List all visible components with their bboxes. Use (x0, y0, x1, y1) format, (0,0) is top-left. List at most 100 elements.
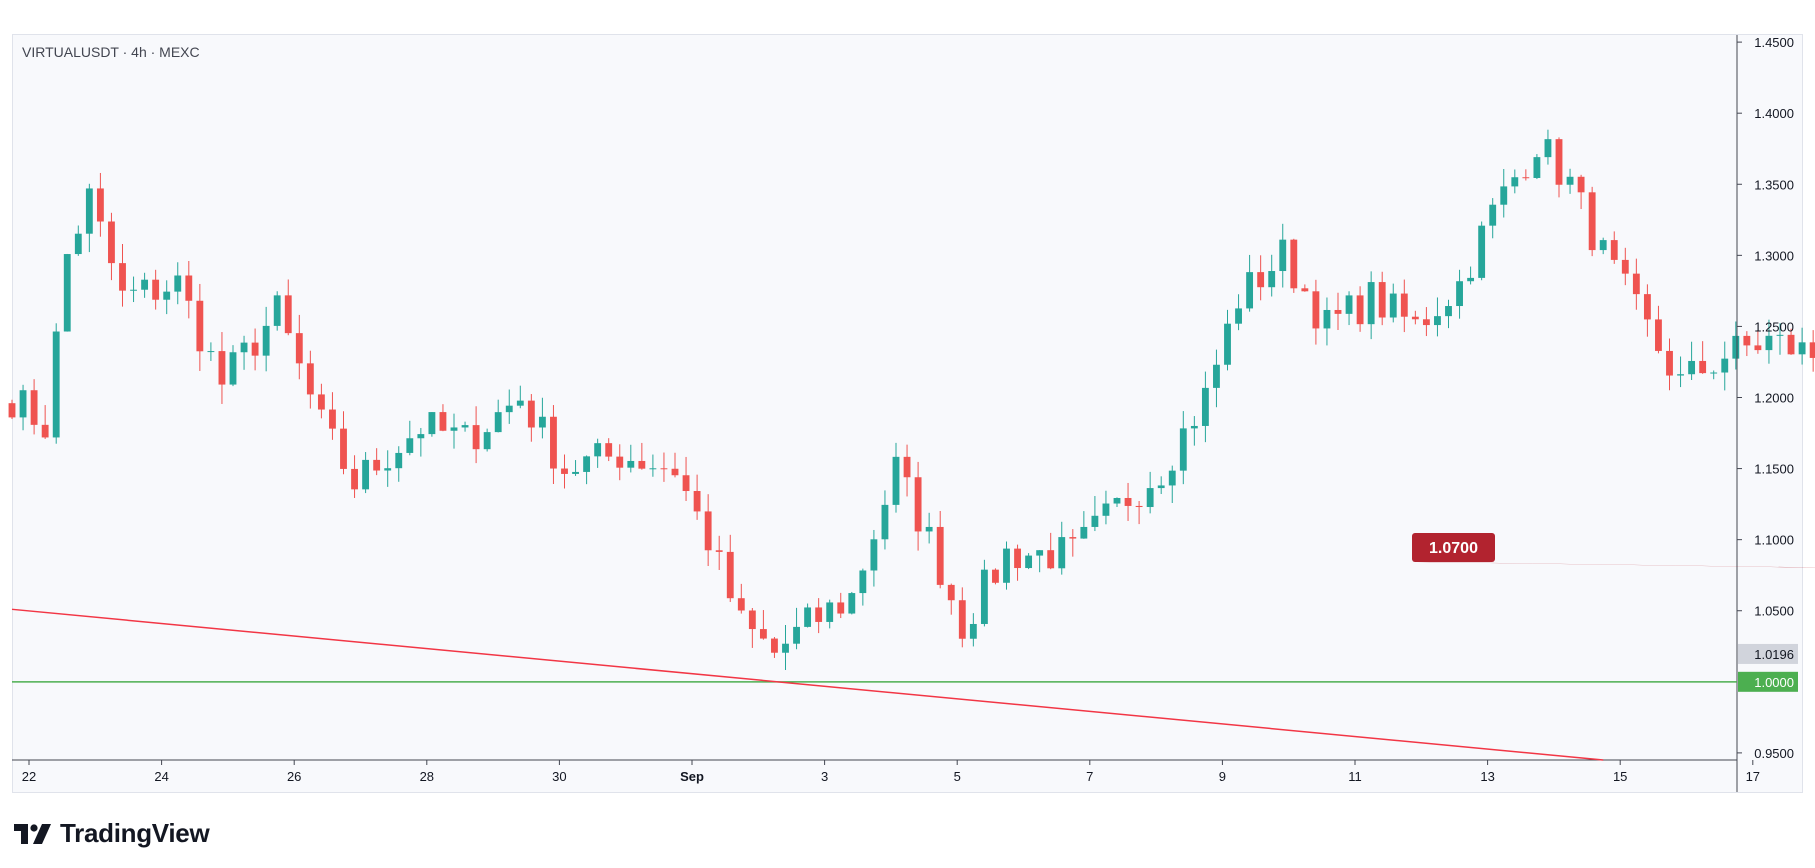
candle-body (450, 427, 458, 431)
price-tick-label: 1.1000 (1754, 533, 1794, 548)
candle-up (1467, 266, 1475, 285)
candle-body (52, 331, 60, 438)
candle-up (207, 342, 215, 361)
candle-up (141, 272, 149, 298)
candle-up (19, 384, 27, 431)
candle-body (1014, 548, 1021, 569)
candle-down (1422, 307, 1430, 337)
candle-body (1190, 425, 1198, 429)
candle-body (1312, 291, 1320, 329)
candle-body (704, 511, 712, 551)
candle-up (1721, 341, 1729, 391)
candle-down (992, 568, 999, 585)
candle-body (1422, 319, 1430, 326)
candle-up (1710, 370, 1718, 380)
candle-body (914, 477, 922, 532)
candle-up (229, 345, 237, 387)
candle-body (1047, 550, 1055, 569)
candle-body (340, 428, 347, 469)
candle-body (1224, 323, 1231, 365)
candle-up (1179, 411, 1187, 485)
candle-up (1113, 497, 1121, 507)
candle-body (196, 300, 204, 352)
candle-up (1036, 550, 1044, 573)
time-tick-label: Sep (680, 769, 704, 784)
candle-body (483, 432, 491, 450)
time-tick-label: 22 (22, 769, 36, 784)
candle-body (1798, 342, 1806, 355)
candle-body (63, 254, 71, 332)
candle-body (417, 434, 425, 439)
candle-body (826, 602, 834, 622)
price-axis[interactable]: 1.4500 1.4000 1.3500 1.3000 1.2500 1.2000 1.15… (1737, 35, 1794, 761)
candle-up (1091, 496, 1099, 532)
candle-body (682, 475, 690, 492)
candle-body (1411, 316, 1419, 320)
candle-body (693, 491, 701, 512)
symbol-header: VIRTUALUSDT · 4h · MEXC (22, 44, 200, 60)
candle-up (1345, 291, 1353, 326)
candle-up (1566, 168, 1574, 194)
candle-body (1632, 273, 1640, 295)
candle-down (1522, 169, 1530, 181)
candle-up (804, 603, 812, 628)
candle-up (583, 455, 591, 485)
candle-up (980, 559, 988, 627)
candle-body (737, 598, 745, 611)
candle-body (815, 607, 823, 622)
candle-up (1677, 356, 1684, 388)
candle-body (1743, 335, 1751, 346)
candle-body (527, 400, 535, 428)
candle-up (1688, 341, 1696, 381)
tradingview-logo[interactable]: TradingView (14, 818, 210, 849)
candle-body (439, 412, 447, 431)
candle-up (1533, 154, 1541, 180)
candle-body (627, 460, 635, 468)
candle-body (1776, 334, 1784, 336)
candle-up (969, 613, 977, 647)
candle-down (119, 243, 126, 307)
candle-body (1168, 470, 1176, 486)
candle-body (1478, 225, 1486, 278)
candle-body (1599, 240, 1607, 251)
candle-down (472, 406, 480, 464)
candle-body (1157, 485, 1165, 489)
candle-up (1456, 269, 1463, 319)
candle-up (1323, 297, 1331, 346)
time-tick-label: 13 (1480, 769, 1494, 784)
candle-up (74, 225, 82, 256)
support-price-label: 1.0000 (1754, 675, 1794, 690)
candle-up (483, 428, 491, 452)
candle-up (1157, 476, 1165, 495)
candle-down (936, 510, 944, 589)
candle-down (550, 405, 557, 484)
candle-up (516, 385, 524, 409)
candle-body (295, 333, 303, 364)
candle-body (561, 468, 568, 474)
candle-body (992, 569, 999, 583)
candle-body (870, 539, 878, 571)
candle-down (748, 608, 756, 648)
candle-up (417, 427, 425, 457)
candle-body (1456, 281, 1463, 307)
candle-up (130, 276, 137, 303)
candle-body (1345, 295, 1353, 314)
candle-body (782, 643, 789, 653)
candle-body (1279, 239, 1287, 272)
candle-up (1434, 297, 1441, 337)
candle-body (759, 629, 767, 639)
candle-body (273, 295, 281, 326)
candle-up (627, 444, 635, 473)
descending-trendline[interactable] (11, 608, 1604, 761)
candle-body (329, 409, 336, 429)
candle-body (1323, 309, 1331, 329)
resistance-callout[interactable]: 1.0700 (1412, 533, 1815, 582)
time-axis[interactable]: 2224262830Sep357911131517192123252729Oct… (22, 760, 1815, 784)
candle-up (649, 454, 657, 477)
candle-down (1655, 305, 1662, 354)
candle-down (317, 383, 325, 419)
candle-body (1588, 192, 1596, 251)
candle-up (1511, 169, 1519, 194)
candle-down (837, 592, 845, 619)
